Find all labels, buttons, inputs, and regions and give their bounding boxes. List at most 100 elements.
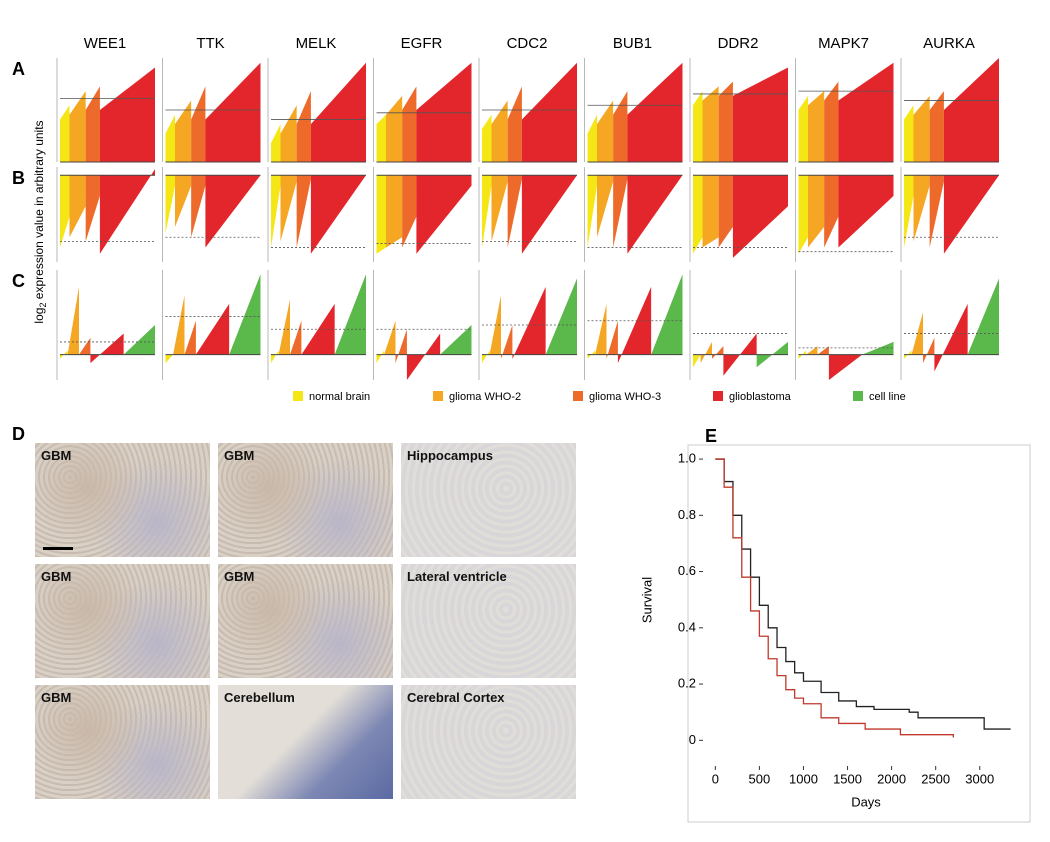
expression-ramp	[501, 325, 513, 359]
micrograph-label: GBM	[41, 448, 72, 463]
legend-label: glioma WHO-2	[449, 391, 521, 403]
y-tick-label: 0.6	[678, 563, 696, 578]
expression-ramp	[165, 354, 174, 364]
label-part: expression value in arbitrary units	[32, 120, 46, 302]
expression-ramp	[123, 325, 155, 355]
expression-ramp	[595, 303, 607, 355]
panel-label: A	[12, 59, 25, 79]
x-tick-label: 2500	[921, 771, 950, 786]
expression-ramp	[69, 175, 86, 238]
expression-ramp	[700, 341, 712, 364]
expression-ramp	[482, 114, 492, 162]
expression-ramp	[967, 278, 999, 355]
expression-ramp	[627, 62, 683, 162]
expression-ramp	[718, 175, 733, 248]
expression-ramp	[416, 175, 472, 254]
expression-ramp	[507, 175, 522, 248]
x-tick-label: 1500	[833, 771, 862, 786]
expression-ramp	[85, 86, 100, 162]
y-tick-label: 1.0	[678, 451, 696, 466]
expression-ramp	[386, 175, 403, 248]
x-tick-label: 3000	[965, 771, 994, 786]
gene-name: EGFR	[401, 35, 443, 52]
expression-ramp	[651, 274, 683, 355]
expression-ramp	[290, 320, 302, 355]
micrograph: Hippocampus	[401, 443, 576, 557]
micrograph: GBM	[35, 564, 210, 678]
expression-ramp	[587, 175, 597, 248]
expression-ramp	[334, 274, 366, 355]
micrograph: Lateral ventricle	[401, 564, 576, 678]
expression-ramp	[205, 62, 261, 162]
expression-ramp	[60, 105, 70, 162]
expression-ramp	[693, 175, 703, 254]
expression-ramp	[482, 175, 492, 248]
gene-name: WEE1	[84, 35, 127, 52]
expression-ramp	[85, 175, 100, 242]
expression-ramp	[806, 346, 818, 355]
panel-label: D	[12, 424, 25, 444]
expression-ramp	[489, 295, 501, 355]
label-sub: 2	[38, 303, 48, 308]
x-tick-label: 500	[749, 771, 771, 786]
legend-label: glioblastoma	[729, 391, 792, 403]
micrograph: Cerebral Cortex	[401, 685, 576, 799]
expression-ramp	[798, 95, 808, 162]
panel-label: B	[12, 168, 25, 188]
expression-ramp	[296, 91, 311, 162]
expression-ramp	[702, 175, 719, 248]
legend-swatch	[573, 391, 583, 401]
expression-ramp	[90, 333, 124, 364]
micrograph-label: GBM	[224, 569, 255, 584]
expression-ramp	[824, 81, 839, 162]
expression-ramp	[69, 91, 86, 162]
gene-name: MELK	[296, 35, 337, 52]
plot-frame	[687, 444, 1031, 823]
gene-name: DDR2	[718, 35, 759, 52]
micrograph-label: GBM	[41, 569, 72, 584]
expression-ramp	[923, 337, 935, 364]
expression-ramp	[165, 114, 175, 162]
legend-swatch	[713, 391, 723, 401]
expression-ramp	[693, 354, 701, 368]
expression-ramp	[838, 62, 894, 162]
expression-ramp	[175, 100, 192, 162]
expression-ramp	[808, 91, 825, 162]
legend-swatch	[293, 391, 303, 401]
micrograph: GBM	[218, 443, 393, 557]
y-tick-label: 0	[689, 732, 696, 747]
expression-ramp	[79, 337, 91, 355]
panel-label: E	[705, 426, 717, 446]
x-tick-label: 2000	[877, 771, 906, 786]
expression-ramp	[205, 175, 261, 248]
expression-ramp	[175, 175, 192, 227]
expression-ramp	[376, 175, 386, 254]
expression-ramp	[521, 175, 577, 254]
micrograph: GBM	[35, 685, 210, 799]
expression-ramp	[913, 175, 930, 242]
expression-ramp	[376, 114, 386, 162]
expression-ramp	[310, 175, 366, 254]
expression-ramp	[440, 325, 472, 355]
gene-name: AURKA	[923, 35, 975, 52]
expression-ramp	[491, 175, 508, 242]
expression-ramp	[627, 175, 683, 254]
expression-ramp	[521, 62, 577, 162]
expression-ramp	[904, 105, 914, 162]
expression-ramp	[929, 91, 944, 162]
expression-ramp	[195, 303, 230, 355]
expression-ramp	[386, 95, 403, 162]
expression-ramp	[491, 100, 508, 162]
expression-ramp	[406, 333, 441, 380]
expression-ramp	[702, 86, 719, 162]
expression-ramp	[597, 100, 614, 162]
expression-ramp	[732, 67, 788, 162]
expression-ramp	[808, 175, 825, 248]
expression-ramp	[376, 350, 385, 364]
expression-ramp	[301, 303, 335, 355]
expression-ramp	[904, 175, 914, 248]
expression-ramp	[929, 175, 944, 248]
legend-swatch	[853, 391, 863, 401]
expression-ramp	[280, 105, 297, 162]
